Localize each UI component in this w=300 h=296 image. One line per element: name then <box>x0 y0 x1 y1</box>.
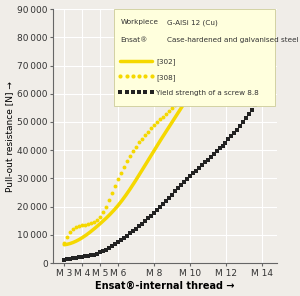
Text: Ensat®: Ensat® <box>120 37 148 43</box>
X-axis label: Ensat®-internal thread →: Ensat®-internal thread → <box>95 280 235 290</box>
Text: Case-hardened and galvanised steel: Case-hardened and galvanised steel <box>167 37 299 43</box>
FancyBboxPatch shape <box>114 9 274 106</box>
Text: Workpiece: Workpiece <box>120 19 158 25</box>
Text: [308]: [308] <box>156 75 176 81</box>
Text: Yield strength of a screw 8.8: Yield strength of a screw 8.8 <box>156 90 259 96</box>
Text: [302]: [302] <box>156 59 176 65</box>
Text: G-AlSi 12 (Cu): G-AlSi 12 (Cu) <box>167 19 218 26</box>
Y-axis label: Pull-out resistance [N] →: Pull-out resistance [N] → <box>6 81 15 192</box>
